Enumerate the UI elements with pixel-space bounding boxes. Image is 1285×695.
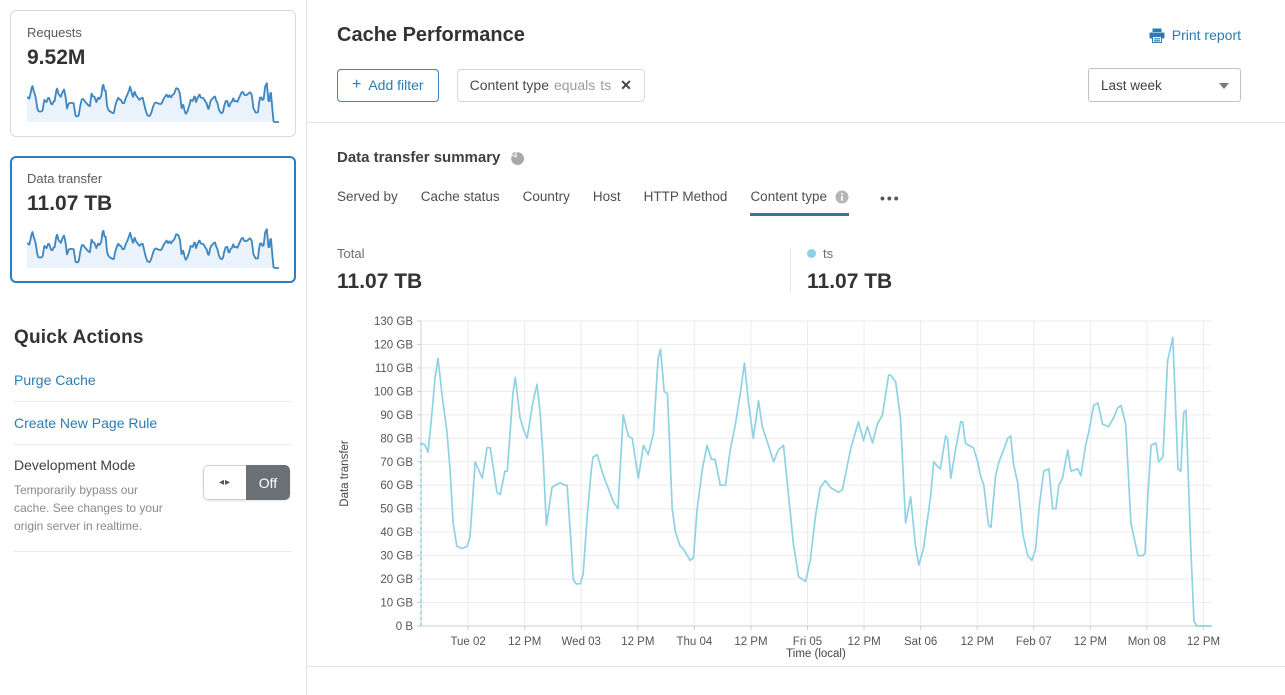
toggle-arrows-icon: ◂▸ <box>203 465 246 500</box>
filter-chip-operator: equals <box>553 77 596 93</box>
line-chart-svg: 0 B 10 GB 20 GB 30 GB 40 GB 50 GB 60 GB 70 GB 80… <box>339 316 1220 660</box>
dimension-tabs: Served by Cache status Country Host HTTP Met… <box>337 189 1255 216</box>
svg-text:Tue 02: Tue 02 <box>450 636 485 648</box>
svg-text:Sat 06: Sat 06 <box>904 636 937 648</box>
add-filter-button[interactable]: + Add filter <box>337 68 439 102</box>
requests-card-label: Requests <box>27 25 82 40</box>
svg-text:70 GB: 70 GB <box>380 457 413 469</box>
development-mode-block: Development Mode Temporarily bypass our … <box>14 445 292 552</box>
data-transfer-summary-panel: Data transfer summary Served by Cache sta… <box>307 123 1285 667</box>
svg-text:90 GB: 90 GB <box>380 410 413 422</box>
svg-text:80 GB: 80 GB <box>380 433 413 445</box>
close-icon[interactable]: ✕ <box>620 76 632 93</box>
svg-text:12 PM: 12 PM <box>734 636 767 648</box>
svg-text:Wed 03: Wed 03 <box>562 636 601 648</box>
quick-actions-section: Quick Actions Purge Cache Create New Page… <box>10 327 296 552</box>
info-icon[interactable] <box>835 190 849 204</box>
requests-sparkline-chart <box>27 82 279 123</box>
svg-text:130 GB: 130 GB <box>374 316 413 328</box>
svg-text:12 PM: 12 PM <box>847 636 880 648</box>
tab-host[interactable]: Host <box>593 189 621 216</box>
quick-action-link-create-new-page-rule[interactable]: Create New Page Rule <box>14 402 292 445</box>
tab-label: Host <box>592 189 621 204</box>
data-transfer-chart: 0 B 10 GB 20 GB 30 GB 40 GB 50 GB 60 GB 70 GB 80… <box>337 308 1255 666</box>
svg-text:12 PM: 12 PM <box>1187 636 1220 648</box>
total-block: Total 11.07 TB <box>337 246 790 294</box>
plus-icon: + <box>352 76 362 93</box>
section-title: Data transfer summary <box>337 149 501 166</box>
svg-text:12 PM: 12 PM <box>1074 636 1107 648</box>
totals-row: Total 11.07 TB ts 11.07 TB <box>337 246 1255 294</box>
printer-icon <box>1149 28 1165 43</box>
filter-chip-field: Content type <box>469 77 549 93</box>
data-transfer-metric-card[interactable]: Data transfer 11.07 TB <box>10 156 296 283</box>
filter-row: + Add filter Content type equals ts ✕ La… <box>337 68 1241 102</box>
tab-content-type[interactable]: Content type <box>750 189 849 216</box>
svg-text:12 PM: 12 PM <box>961 636 994 648</box>
svg-text:12 PM: 12 PM <box>621 636 654 648</box>
svg-text:40 GB: 40 GB <box>380 527 413 539</box>
more-dimensions-button[interactable]: ••• <box>880 190 901 206</box>
pie-chart-icon <box>510 149 525 165</box>
svg-text:110 GB: 110 GB <box>375 363 413 375</box>
main-header: Cache Performance Print report + Add fil… <box>307 0 1285 123</box>
tab-label: Country <box>522 189 570 204</box>
svg-text:Fri 05: Fri 05 <box>793 636 822 648</box>
svg-text:60 GB: 60 GB <box>380 480 413 492</box>
print-report-button[interactable]: Print report <box>1149 27 1241 43</box>
svg-text:Thu 04: Thu 04 <box>676 636 712 648</box>
svg-text:0 B: 0 B <box>396 621 414 633</box>
svg-text:30 GB: 30 GB <box>380 551 413 563</box>
data-transfer-card-label: Data transfer <box>27 171 103 186</box>
tab-label: Cache status <box>420 189 500 204</box>
tab-label: Served by <box>337 189 398 204</box>
add-filter-label: Add filter <box>368 77 424 93</box>
svg-text:Time (local): Time (local) <box>786 648 846 660</box>
svg-text:20 GB: 20 GB <box>380 574 413 586</box>
ts-legend-dot-icon <box>807 249 816 258</box>
tab-label: Content type <box>750 189 827 204</box>
quick-actions-title: Quick Actions <box>14 327 144 348</box>
svg-text:12 PM: 12 PM <box>508 636 541 648</box>
svg-text:Data transfer: Data transfer <box>339 440 351 507</box>
total-label: Total <box>337 246 365 261</box>
tab-label: HTTP Method <box>643 189 728 204</box>
time-range-select[interactable]: Last week <box>1088 68 1241 102</box>
series-value: 11.07 TB <box>807 270 893 293</box>
development-mode-toggle[interactable]: ◂▸ Off <box>203 465 290 500</box>
series-label: ts <box>823 246 834 261</box>
tab-country[interactable]: Country <box>523 189 570 216</box>
svg-text:50 GB: 50 GB <box>380 504 413 516</box>
svg-text:10 GB: 10 GB <box>380 598 413 610</box>
print-report-label: Print report <box>1171 27 1241 43</box>
total-value: 11.07 TB <box>337 270 423 293</box>
tab-cache-status[interactable]: Cache status <box>421 189 500 216</box>
totals-divider <box>790 248 791 292</box>
series-total-block: ts 11.07 TB <box>791 246 892 294</box>
data-transfer-card-value: 11.07 TB <box>27 192 113 215</box>
svg-text:Mon 08: Mon 08 <box>1128 636 1166 648</box>
toggle-state-label: Off <box>246 465 290 500</box>
requests-metric-card[interactable]: Requests 9.52M <box>10 10 296 137</box>
data-transfer-sparkline-chart <box>27 228 279 269</box>
time-range-value: Last week <box>1101 77 1162 93</box>
svg-text:120 GB: 120 GB <box>374 339 413 351</box>
svg-text:100 GB: 100 GB <box>374 386 413 398</box>
page-title: Cache Performance <box>337 24 525 46</box>
tab-served-by[interactable]: Served by <box>337 189 398 216</box>
filter-chip-value: ts <box>600 77 612 93</box>
filter-chip-content-type[interactable]: Content type equals ts ✕ <box>456 68 645 102</box>
bottom-spacer <box>307 667 1285 695</box>
tab-http-method[interactable]: HTTP Method <box>644 189 728 216</box>
requests-card-value: 9.52M <box>27 46 86 69</box>
development-mode-description: Temporarily bypass our cache. See change… <box>14 483 163 533</box>
quick-actions-list: Purge Cache Create New Page Rule <box>14 359 292 445</box>
development-mode-title: Development Mode <box>14 457 136 473</box>
main-content: Cache Performance Print report + Add fil… <box>307 0 1285 695</box>
svg-text:Feb 07: Feb 07 <box>1016 636 1052 648</box>
sidebar: Requests 9.52M Data transfer 11.07 TB Qu… <box>0 0 307 695</box>
quick-action-link-purge-cache[interactable]: Purge Cache <box>14 359 292 402</box>
chevron-down-icon <box>1219 83 1229 89</box>
